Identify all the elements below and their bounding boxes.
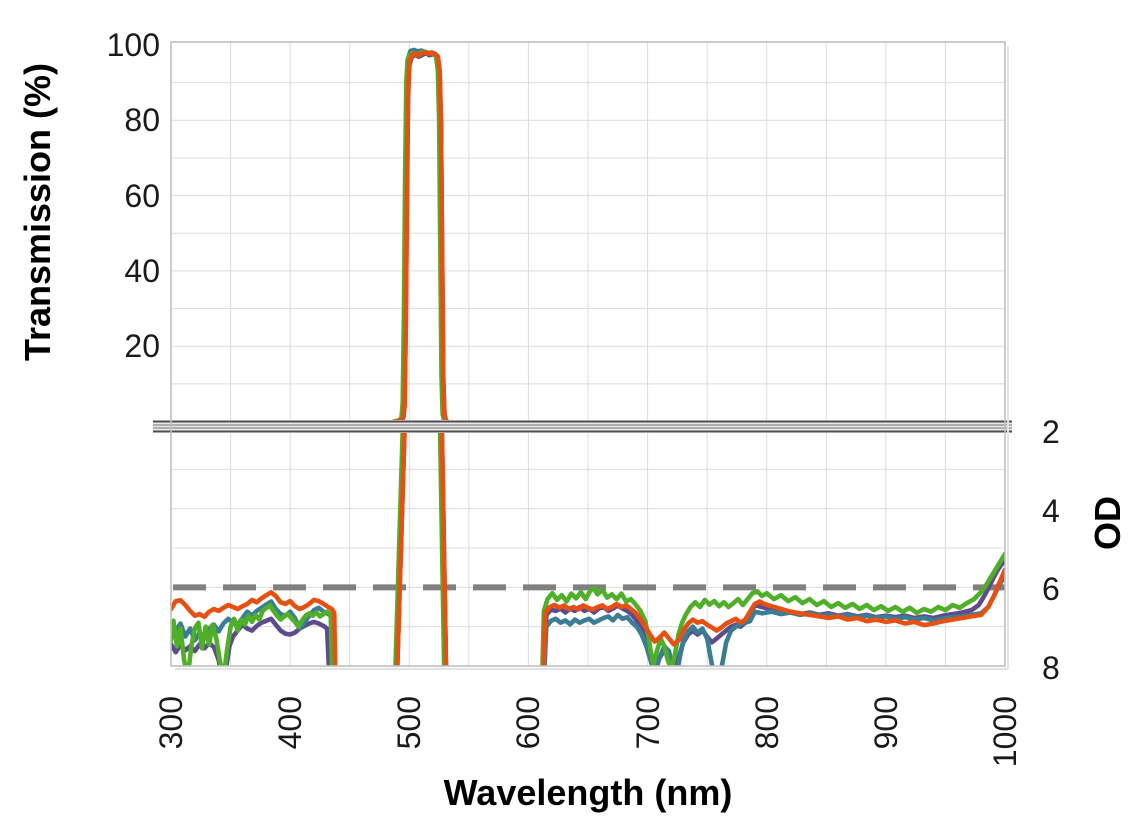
x-tick-700: 700 [629, 696, 666, 750]
y-tick-transmission-20: 20 [124, 328, 160, 365]
x-tick-1000: 1000 [987, 696, 1023, 768]
x-tick-300: 300 [153, 696, 189, 750]
y-tick-od-4: 4 [1042, 492, 1060, 529]
x-tick-900: 900 [867, 696, 904, 750]
x-tick-800: 800 [748, 696, 785, 750]
y-tick-od-6: 6 [1042, 571, 1060, 608]
y-tick-transmission-40: 40 [124, 252, 160, 289]
x-axis-title: Wavelength (nm) [443, 772, 733, 813]
y-tick-transmission-100: 100 [106, 27, 160, 63]
y-tick-transmission-60: 60 [124, 177, 160, 214]
x-tick-600: 600 [510, 696, 547, 750]
y-tick-transmission-80: 80 [124, 102, 160, 139]
y-tick-od-2: 2 [1042, 414, 1060, 450]
x-tick-500: 500 [391, 696, 428, 750]
y-tick-od-8: 8 [1042, 650, 1060, 686]
x-tick-400: 400 [272, 696, 309, 750]
y-axis-title-left: Transmission (%) [17, 62, 58, 362]
